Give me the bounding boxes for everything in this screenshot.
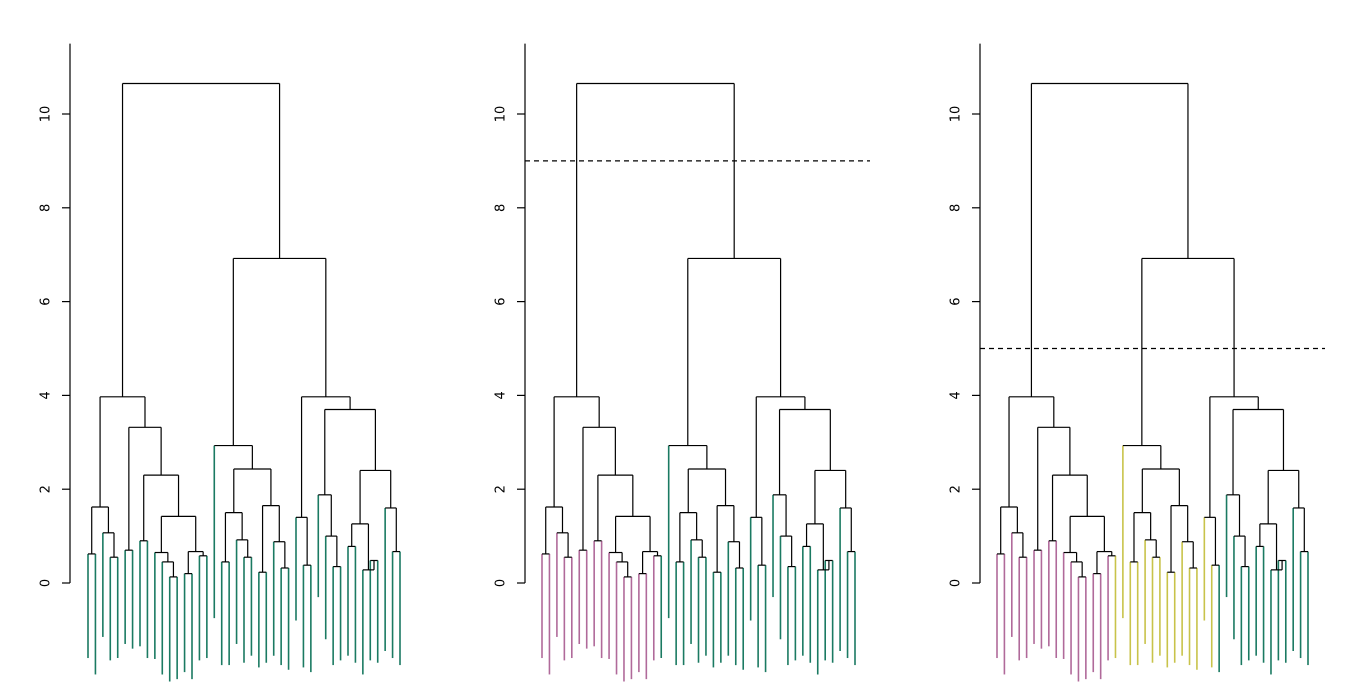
y-tick-label: 4 xyxy=(494,391,509,399)
y-tick-label: 8 xyxy=(494,204,509,212)
y-tick-label: 4 xyxy=(39,391,54,399)
y-tick-label: 8 xyxy=(39,204,54,212)
y-tick-label: 10 xyxy=(949,106,964,123)
y-tick-label: 10 xyxy=(39,106,54,123)
y-tick-label: 6 xyxy=(949,297,964,305)
y-tick-label: 8 xyxy=(949,204,964,212)
y-tick-label: 0 xyxy=(949,579,964,587)
y-tick-label: 6 xyxy=(494,297,509,305)
y-tick-label: 2 xyxy=(494,485,509,493)
y-tick-label: 2 xyxy=(949,485,964,493)
y-tick-label: 2 xyxy=(39,485,54,493)
y-tick-label: 10 xyxy=(494,106,509,123)
y-tick-label: 0 xyxy=(494,579,509,587)
y-tick-label: 6 xyxy=(39,297,54,305)
y-tick-label: 0 xyxy=(39,579,54,587)
y-tick-label: 4 xyxy=(949,391,964,399)
